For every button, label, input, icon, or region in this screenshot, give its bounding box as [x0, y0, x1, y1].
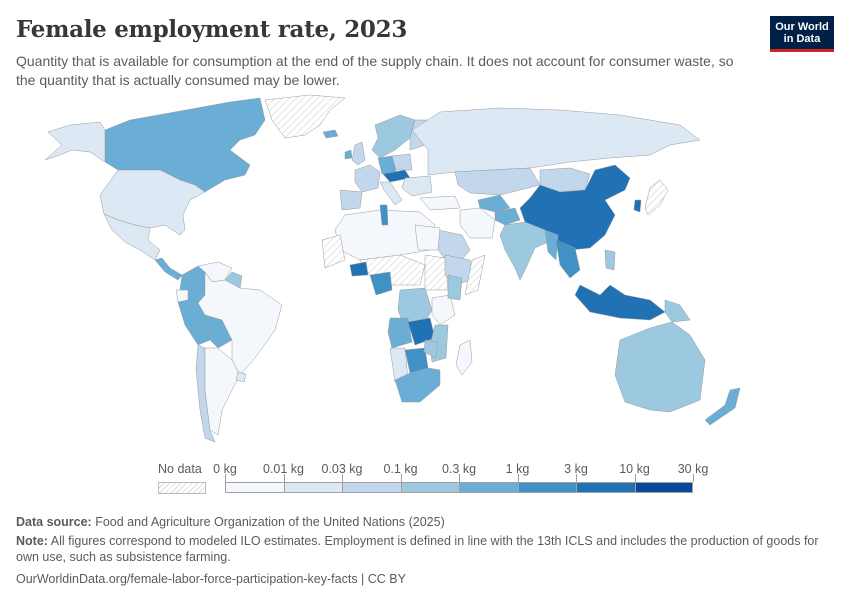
- legend-tick: [693, 474, 694, 482]
- chart-subtitle: Quantity that is available for consumpti…: [16, 53, 734, 88]
- owid-logo[interactable]: Our World in Data: [770, 16, 834, 52]
- country-zimbabwe[interactable]: [423, 339, 439, 359]
- country-iceland[interactable]: [322, 129, 339, 139]
- country-western-sahara-mauritania[interactable]: [321, 234, 346, 269]
- country-angola[interactable]: [387, 317, 413, 349]
- country-france[interactable]: [354, 164, 381, 193]
- legend-tick-label: 0.03 kg: [321, 462, 363, 476]
- legend-tick: [400, 474, 402, 482]
- legend-tick: [634, 474, 636, 482]
- legend-tick-label: 0.1 kg: [383, 462, 418, 476]
- legend-bin-5[interactable]: [517, 482, 576, 493]
- legend-tick-label: 0 kg: [213, 462, 237, 476]
- legend-bin-3[interactable]: [400, 482, 459, 493]
- country-indonesia[interactable]: [574, 284, 666, 321]
- country-mexico[interactable]: [103, 213, 161, 261]
- country-iran[interactable]: [459, 207, 496, 239]
- country-burkina-faso[interactable]: [349, 261, 369, 277]
- legend-tick: [576, 474, 577, 482]
- country-south-korea[interactable]: [633, 199, 642, 213]
- country-south-africa[interactable]: [394, 367, 441, 403]
- country-philippines[interactable]: [604, 249, 616, 271]
- legend-tick-label: 3 kg: [564, 462, 588, 476]
- country-central-america[interactable]: [154, 257, 183, 281]
- country-sudan[interactable]: [424, 254, 449, 291]
- legend-tick-label: 10 kg: [619, 462, 650, 476]
- country-turkey[interactable]: [419, 195, 461, 211]
- note: Note: All figures correspond to modeled …: [16, 533, 836, 565]
- legend-tick-label: 1 kg: [505, 462, 530, 476]
- country-japan[interactable]: [644, 179, 669, 216]
- country-alaska[interactable]: [44, 121, 106, 163]
- legend-tick: [225, 474, 226, 482]
- logo-line-1: Our World: [775, 21, 829, 33]
- note-label: Note:: [16, 534, 48, 548]
- legend-bin-7[interactable]: [634, 482, 693, 493]
- note-text: All figures correspond to modeled ILO es…: [16, 534, 819, 564]
- legend-bin-0[interactable]: [225, 482, 284, 493]
- legend-tick-label: 0.01 kg: [262, 462, 305, 476]
- country-new-zealand[interactable]: [704, 387, 741, 426]
- source-text: Food and Agriculture Organization of the…: [95, 515, 445, 529]
- country-argentina[interactable]: [204, 347, 241, 436]
- legend: No data 0 kg 0.01 kg 0.03 kg 0.1 kg 0.3 kg 1 …: [0, 458, 850, 498]
- country-scandinavia[interactable]: [371, 114, 416, 159]
- country-sahel-niger-chad-[interactable]: [359, 254, 426, 286]
- country-egypt[interactable]: [414, 224, 441, 251]
- country-tunisia[interactable]: [379, 204, 389, 226]
- country-turkmenistan-uzbekistan[interactable]: [477, 194, 511, 213]
- world-map: [44, 94, 741, 443]
- legend-no-data-swatch: [158, 482, 206, 494]
- country-uruguay[interactable]: [235, 371, 247, 383]
- country-balkans[interactable]: [401, 175, 433, 197]
- country-ireland[interactable]: [344, 149, 353, 160]
- legend-tick: [283, 474, 285, 482]
- country-myanmar[interactable]: [544, 229, 559, 261]
- country-iberia[interactable]: [339, 189, 363, 211]
- country-thailand-vietnam[interactable]: [555, 239, 581, 279]
- country-kazakhstan[interactable]: [454, 167, 541, 196]
- country-afghanistan[interactable]: [494, 207, 521, 226]
- legend-tick-label: 30 kg: [677, 462, 709, 476]
- legend-bin-1[interactable]: [283, 482, 342, 493]
- legend-bin-2[interactable]: [342, 482, 401, 493]
- legend-tick: [517, 474, 519, 482]
- country-greenland[interactable]: [264, 94, 346, 139]
- country-poland[interactable]: [391, 153, 413, 171]
- source-label: Data source:: [16, 515, 92, 529]
- country-russia[interactable]: [411, 107, 701, 176]
- legend-bin-4[interactable]: [459, 482, 518, 493]
- legend-no-data-label: No data: [158, 462, 202, 476]
- legend-tick: [459, 474, 460, 482]
- country-madagascar[interactable]: [455, 339, 473, 376]
- country-india[interactable]: [499, 221, 549, 281]
- country-italy[interactable]: [379, 181, 403, 206]
- logo-line-2: in Data: [783, 33, 821, 45]
- data-source: Data source: Food and Agriculture Organi…: [16, 514, 445, 530]
- country-tanzania[interactable]: [431, 294, 456, 326]
- source-url[interactable]: OurWorldinData.org/female-labor-force-pa…: [16, 572, 406, 586]
- country-united-kingdom[interactable]: [351, 141, 366, 166]
- country-papua-new-guinea[interactable]: [664, 299, 691, 323]
- country-somalia[interactable]: [464, 254, 486, 296]
- legend-tick: [342, 474, 343, 482]
- legend-bin-6[interactable]: [576, 482, 635, 493]
- country-kenya[interactable]: [447, 274, 463, 301]
- chart-title: Female employment rate, 2023: [16, 16, 408, 43]
- country-australia[interactable]: [614, 321, 706, 413]
- country-brazil[interactable]: [197, 271, 283, 376]
- country-nigeria[interactable]: [369, 271, 393, 296]
- legend-tick-label: 0.3 kg: [441, 462, 477, 476]
